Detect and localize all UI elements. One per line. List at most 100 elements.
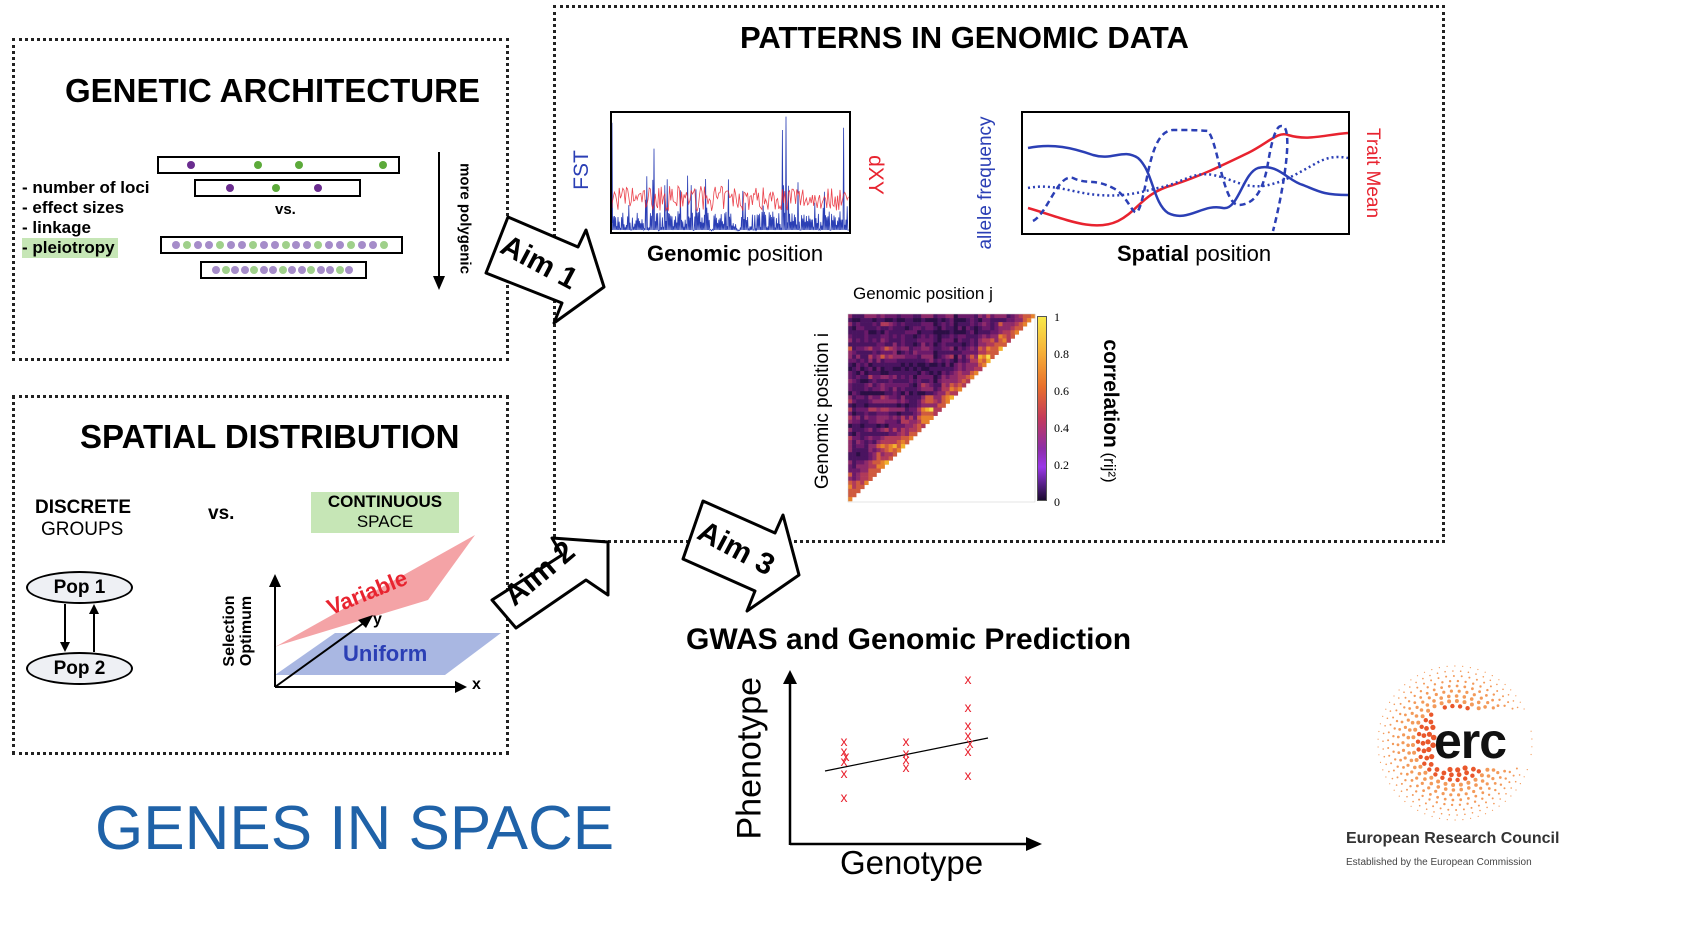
erc-dot	[1467, 671, 1470, 674]
erc-dot	[1421, 700, 1425, 704]
trait-mean-line	[1027, 131, 1348, 227]
locus-dot	[295, 161, 303, 169]
heatmap-cells	[848, 314, 1036, 502]
erc-dot	[1435, 801, 1438, 804]
locus-dot	[379, 161, 387, 169]
erc-dot	[1431, 669, 1433, 671]
gwas-point: x	[841, 733, 848, 749]
gwas-point: x	[841, 765, 848, 781]
locus-dot	[221, 266, 230, 274]
colorbar-tick: 0.6	[1054, 384, 1069, 398]
erc-dot	[1518, 774, 1521, 776]
erc-dot	[1491, 797, 1494, 800]
erc-dot	[1404, 779, 1407, 782]
erc-name: European Research Council	[1346, 830, 1560, 847]
erc-dot	[1399, 758, 1402, 762]
erc-dot	[1472, 789, 1476, 794]
locus-dot	[336, 241, 345, 249]
gwas-point: x	[965, 743, 972, 759]
dxy-series	[612, 184, 849, 212]
erc-dot	[1451, 788, 1456, 792]
erc-dot	[1382, 732, 1385, 735]
erc-dot	[1424, 813, 1426, 815]
erc-dot	[1393, 789, 1395, 791]
erc-dot	[1485, 782, 1489, 786]
erc-dot	[1458, 782, 1463, 787]
gwas-point: x	[965, 699, 972, 715]
erc-dot	[1473, 800, 1477, 803]
erc-mark: erc	[1434, 713, 1507, 769]
erc-dot	[1426, 731, 1432, 737]
erc-dot	[1438, 667, 1440, 669]
erc-dot	[1474, 794, 1478, 798]
erc-dot	[1485, 767, 1490, 772]
project-title: GENES IN SPACE	[95, 794, 615, 863]
erc-dot	[1401, 748, 1406, 752]
genome-scan-plot	[612, 116, 849, 232]
chromosome-bar-1	[157, 156, 400, 174]
erc-dot	[1459, 787, 1463, 792]
erc-dot	[1389, 710, 1392, 712]
erc-dot	[1389, 723, 1392, 726]
erc-dot	[1499, 798, 1501, 800]
erc-dot	[1485, 694, 1488, 697]
erc-dot	[1427, 696, 1431, 700]
erc-dot	[1486, 806, 1488, 809]
erc-dot	[1400, 720, 1404, 724]
erc-dot	[1504, 683, 1506, 686]
erc-dot	[1456, 679, 1460, 683]
erc-dot	[1479, 773, 1484, 778]
erc-dot	[1479, 809, 1481, 812]
erc-dot	[1446, 665, 1448, 667]
erc-dot	[1387, 747, 1390, 749]
erc-dot	[1423, 777, 1427, 781]
discrete-label-line1: DISCRETE	[35, 497, 132, 518]
erc-dot	[1410, 691, 1413, 694]
erc-dot	[1390, 762, 1393, 765]
erc-dot	[1413, 701, 1417, 704]
erc-dot	[1398, 697, 1400, 699]
erc-dot	[1510, 795, 1512, 797]
erc-dot	[1434, 767, 1440, 772]
chromosome-bar-4	[200, 261, 367, 279]
erc-dot	[1491, 809, 1494, 811]
erc-dot	[1439, 807, 1442, 810]
erc-dot	[1392, 735, 1395, 738]
erc-dot	[1447, 684, 1451, 688]
erc-dot	[1403, 756, 1407, 760]
gwas-point: x	[903, 759, 910, 775]
erc-dot	[1424, 802, 1427, 805]
erc-dot	[1531, 738, 1533, 740]
gwas-point: x	[841, 743, 848, 759]
erc-dot	[1415, 776, 1419, 780]
erc-dot	[1397, 751, 1401, 754]
erc-dot	[1526, 769, 1528, 771]
erc-dot	[1412, 750, 1417, 755]
erc-dot	[1499, 783, 1503, 786]
trait-mean-label: Trait Mean	[1362, 127, 1383, 219]
erc-dot	[1491, 777, 1495, 781]
erc-dot	[1412, 800, 1414, 803]
erc-dot	[1503, 769, 1506, 773]
erc-dot	[1378, 754, 1380, 756]
erc-dot	[1507, 701, 1510, 704]
erc-dot	[1442, 705, 1447, 710]
erc-dot	[1416, 686, 1419, 689]
erc-dot	[1416, 675, 1419, 677]
erc-dot	[1452, 670, 1454, 672]
erc-dot	[1519, 783, 1521, 785]
chromosome-bar-3	[160, 236, 403, 254]
gwas-point: x	[967, 735, 974, 751]
erc-dot	[1393, 695, 1395, 697]
erc-dot	[1428, 719, 1434, 725]
erc-dot	[1449, 689, 1453, 693]
erc-dot	[1385, 708, 1387, 710]
erc-dot	[1486, 701, 1490, 705]
erc-dot	[1491, 698, 1494, 702]
erc-dot	[1410, 679, 1412, 681]
erc-dot	[1479, 696, 1483, 700]
erc-dot	[1406, 763, 1410, 767]
locus-dot	[250, 266, 259, 274]
allele-frequency-dashed	[1032, 125, 1289, 232]
erc-dot	[1420, 740, 1426, 746]
